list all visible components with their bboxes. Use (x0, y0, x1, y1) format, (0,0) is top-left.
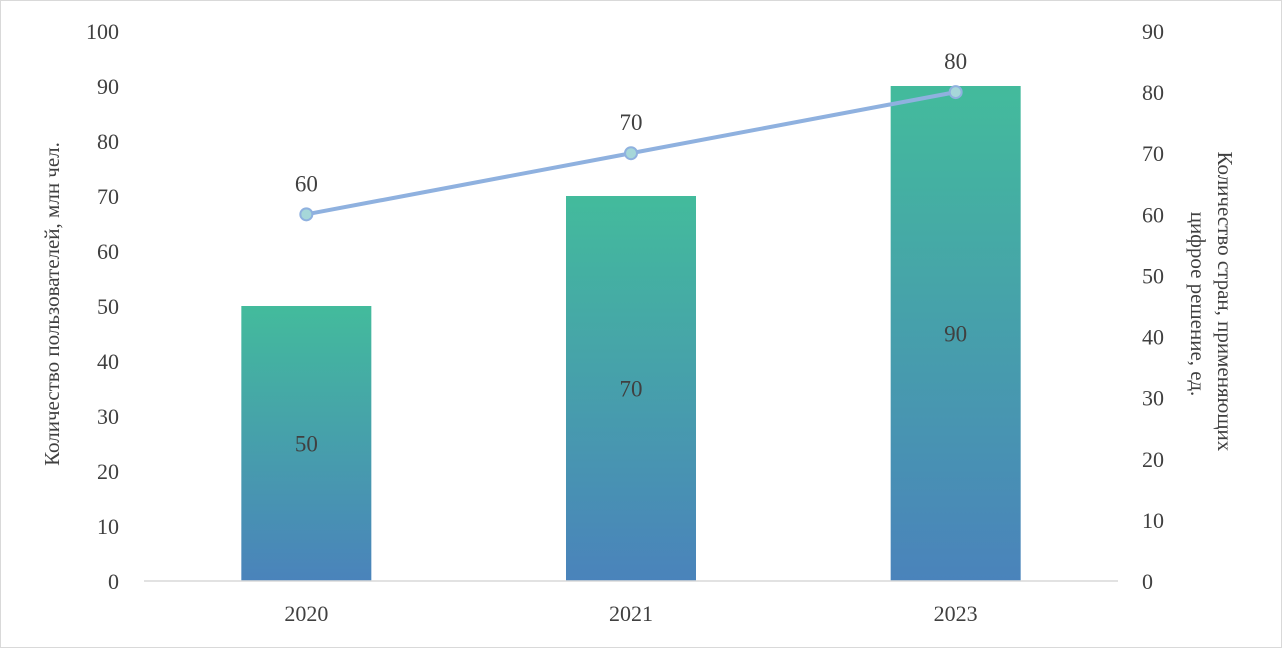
right-tick-70: 70 (1142, 141, 1164, 166)
left-tick-70: 70 (97, 184, 119, 209)
right-tick-40: 40 (1142, 325, 1164, 350)
left-axis-title: Количество пользователей, млн чел. (40, 142, 64, 466)
bar-data-label-2020: 50 (295, 432, 318, 457)
category-labels: 2020 2021 2023 (284, 601, 977, 626)
left-tick-30: 30 (97, 404, 119, 429)
left-tick-10: 10 (97, 514, 119, 539)
bars-layer: 50 70 90 (241, 86, 1021, 581)
right-tick-0: 0 (1142, 569, 1153, 594)
line-point-2021 (624, 146, 638, 161)
category-label-2021: 2021 (609, 601, 653, 626)
line-layer: 60 70 80 (295, 49, 967, 222)
left-tick-40: 40 (97, 349, 119, 374)
bar-2021 (566, 196, 696, 581)
line-point-2020 (299, 207, 314, 222)
right-tick-20: 20 (1142, 447, 1164, 472)
line-data-label-2023: 80 (944, 49, 967, 74)
line-data-label-2020: 60 (295, 171, 318, 196)
bar-2020 (241, 306, 372, 581)
right-tick-30: 30 (1142, 386, 1164, 411)
right-axis-title-line-2: цифрое решение, ед. (1186, 212, 1210, 397)
category-label-2020: 2020 (284, 601, 328, 626)
line-point-2023 (948, 85, 963, 100)
left-tick-80: 80 (97, 129, 119, 154)
left-tick-100: 100 (86, 19, 119, 44)
right-tick-10: 10 (1142, 508, 1164, 533)
left-tick-20: 20 (97, 459, 119, 484)
right-axis-ticks: 0 10 20 30 40 50 60 70 80 90 (1142, 19, 1164, 594)
right-axis-title: Количество стран, применяющих цифрое реш… (1186, 152, 1237, 457)
right-tick-90: 90 (1142, 19, 1164, 44)
right-tick-60: 60 (1142, 202, 1164, 227)
line-data-label-2021: 70 (620, 110, 643, 135)
category-label-2023: 2023 (934, 601, 978, 626)
bar-2023 (890, 86, 1021, 581)
left-axis-ticks: 0 10 20 30 40 50 60 70 80 90 100 (86, 19, 119, 594)
bar-data-label-2023: 90 (944, 322, 967, 347)
right-axis-title-line-1: Количество стран, применяющих (1213, 152, 1237, 452)
right-tick-80: 80 (1142, 80, 1164, 105)
left-tick-90: 90 (97, 74, 119, 99)
left-tick-60: 60 (97, 239, 119, 264)
left-tick-50: 50 (97, 294, 119, 319)
left-tick-0: 0 (108, 569, 119, 594)
bar-data-label-2021: 70 (620, 377, 643, 402)
right-tick-50: 50 (1142, 263, 1164, 288)
